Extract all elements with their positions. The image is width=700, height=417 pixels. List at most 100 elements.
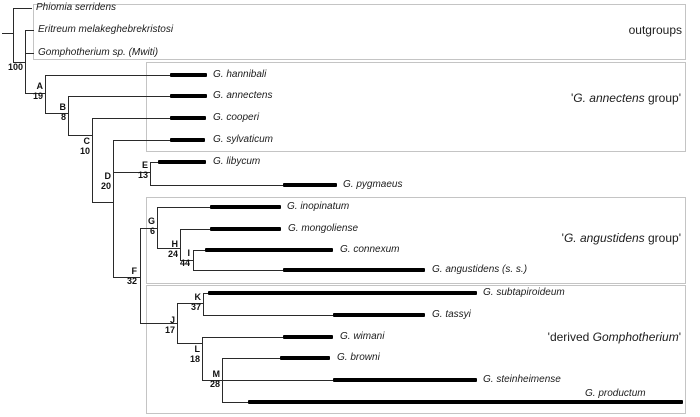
group-label-annectens-group: 'G. annectens group' bbox=[571, 91, 681, 105]
group-box-annectens-group bbox=[146, 62, 686, 152]
terminal-branch-line bbox=[113, 140, 171, 141]
stratigraphic-range-bar bbox=[170, 94, 207, 98]
branch-stem-line bbox=[113, 277, 141, 278]
node-support-value: 19 bbox=[32, 91, 43, 101]
branch-stem-line bbox=[45, 113, 69, 114]
node-support-value: 44 bbox=[179, 258, 190, 268]
clade-vertical-line bbox=[92, 118, 93, 203]
taxon-label: G. sylvaticum bbox=[213, 134, 274, 145]
branch-stem-line bbox=[157, 248, 181, 249]
node-letter: C bbox=[83, 136, 91, 146]
taxon-label: Eritreum melakeghebrekristosi bbox=[38, 24, 174, 35]
branch-stem-line bbox=[113, 172, 151, 173]
node-label-group: C 10 bbox=[50, 136, 90, 156]
taxon-label: G. angustidens (s. s.) bbox=[432, 264, 528, 275]
node-label-group: A 19 bbox=[3, 81, 43, 101]
branch-stem-line bbox=[177, 303, 204, 304]
node-label-group: F 32 bbox=[97, 266, 137, 286]
group-label-angustidens-group: 'G. angustidens group' bbox=[562, 231, 681, 245]
node-letter: E bbox=[141, 160, 148, 170]
branch-stem-line bbox=[202, 380, 223, 381]
node-label-group: 100 bbox=[0, 62, 23, 72]
taxon-label: G. annectens bbox=[213, 90, 273, 101]
taxon-label: G. productum bbox=[585, 388, 646, 399]
clade-vertical-line bbox=[203, 293, 204, 316]
node-letter: F bbox=[131, 266, 138, 276]
terminal-branch-line bbox=[180, 229, 211, 230]
terminal-branch-line bbox=[68, 96, 171, 97]
stratigraphic-range-bar bbox=[283, 335, 333, 339]
taxon-label: G. subtapiroideum bbox=[483, 287, 565, 298]
taxon-label: Phiomia serridens bbox=[36, 2, 117, 13]
node-letter: L bbox=[194, 344, 201, 354]
terminal-branch-line bbox=[150, 185, 284, 186]
group-label-text: ' bbox=[678, 330, 681, 344]
terminal-branch-line bbox=[202, 337, 284, 338]
group-label-taxon: G. angustidens bbox=[563, 231, 645, 245]
terminal-branch-line bbox=[25, 53, 34, 54]
terminal-branch-line bbox=[25, 30, 34, 31]
node-label-group: M 28 bbox=[180, 369, 220, 389]
node-letter: G bbox=[147, 216, 155, 226]
group-label-text: group' bbox=[644, 231, 681, 245]
branch-stem-line bbox=[2, 33, 14, 34]
terminal-branch-line bbox=[193, 270, 284, 271]
group-box-derived-gomphotherium bbox=[146, 285, 686, 414]
group-label-text: group' bbox=[644, 91, 681, 105]
taxon-label: G. hannibali bbox=[213, 69, 267, 80]
taxon-label: G. pygmaeus bbox=[343, 179, 403, 190]
clade-vertical-line bbox=[68, 96, 69, 136]
clade-vertical-line bbox=[13, 8, 14, 63]
node-support-value: 32 bbox=[126, 276, 137, 286]
terminal-branch-line bbox=[203, 315, 334, 316]
branch-stem-line bbox=[13, 62, 26, 63]
branch-stem-line bbox=[92, 202, 114, 203]
taxon-label: G. cooperi bbox=[213, 112, 260, 123]
stratigraphic-range-bar bbox=[248, 400, 683, 404]
node-support-value: 13 bbox=[137, 170, 148, 180]
node-support-value: 20 bbox=[100, 181, 111, 191]
node-support-value: 24 bbox=[167, 249, 178, 259]
node-letter: J bbox=[169, 315, 175, 325]
branch-stem-line bbox=[180, 260, 194, 261]
clade-vertical-line bbox=[202, 337, 203, 381]
node-label-group: K 37 bbox=[161, 292, 201, 312]
node-support-value: 8 bbox=[60, 112, 66, 122]
clade-vertical-line bbox=[113, 140, 114, 278]
node-letter: K bbox=[194, 292, 202, 302]
group-label-derived-gomphotherium: 'derived Gomphotherium' bbox=[548, 330, 681, 344]
clade-vertical-line bbox=[150, 162, 151, 186]
taxon-label: G. browni bbox=[337, 352, 380, 363]
branch-stem-line bbox=[25, 93, 46, 94]
group-label-text: ' bbox=[561, 231, 564, 245]
stratigraphic-range-bar bbox=[208, 291, 477, 295]
node-letter: D bbox=[104, 171, 112, 181]
node-support-value: 6 bbox=[149, 226, 155, 236]
branch-stem-line bbox=[140, 323, 178, 324]
taxon-label: G. libycum bbox=[213, 156, 261, 167]
node-label-group: E 13 bbox=[108, 160, 148, 180]
stratigraphic-range-bar bbox=[205, 248, 333, 252]
terminal-branch-line bbox=[193, 250, 206, 251]
terminal-branch-line bbox=[222, 358, 281, 359]
group-label-text: outgroups bbox=[628, 23, 682, 37]
stratigraphic-range-bar bbox=[158, 160, 206, 164]
group-label-outgroups: outgroups bbox=[629, 23, 682, 37]
node-support-value: 37 bbox=[190, 302, 201, 312]
node-letter: A bbox=[36, 81, 44, 91]
node-letter: M bbox=[212, 369, 221, 379]
terminal-branch-line bbox=[222, 380, 334, 381]
node-support-value: 28 bbox=[209, 379, 220, 389]
node-letter: I bbox=[187, 248, 190, 258]
node-letter: B bbox=[59, 102, 67, 112]
stratigraphic-range-bar bbox=[210, 227, 281, 231]
group-box-angustidens-group bbox=[146, 197, 686, 284]
stratigraphic-range-bar bbox=[170, 73, 207, 77]
terminal-branch-line bbox=[157, 207, 211, 208]
group-box-outgroups bbox=[33, 4, 686, 60]
group-label-taxon: G. annectens bbox=[573, 91, 645, 105]
taxon-label: Gomphotherium sp. (Mwiti) bbox=[38, 47, 159, 58]
group-label-text: ' bbox=[570, 91, 574, 105]
